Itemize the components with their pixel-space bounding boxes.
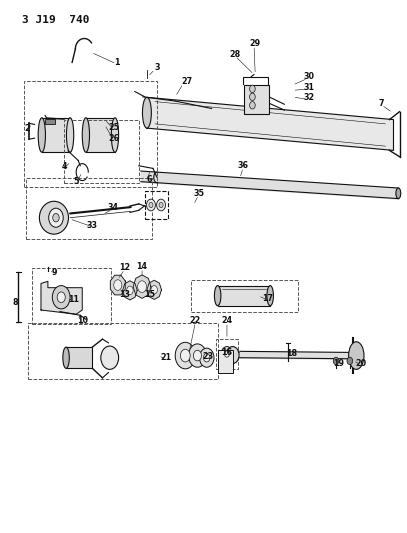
Text: 21: 21	[161, 353, 172, 362]
Bar	[66, 347, 92, 368]
Text: 3: 3	[154, 63, 160, 72]
Text: 36: 36	[238, 161, 249, 170]
Circle shape	[114, 280, 122, 290]
Text: 30: 30	[303, 72, 314, 81]
Bar	[218, 286, 270, 306]
Text: 24: 24	[221, 316, 232, 325]
Bar	[28, 323, 218, 379]
Text: 35: 35	[193, 189, 204, 198]
Polygon shape	[41, 281, 82, 314]
Ellipse shape	[267, 286, 274, 306]
Circle shape	[225, 351, 230, 357]
Bar	[42, 118, 70, 152]
Text: 3 J19  740: 3 J19 740	[22, 14, 89, 25]
Bar	[216, 338, 238, 369]
Text: 17: 17	[262, 294, 273, 303]
Circle shape	[147, 199, 155, 211]
Circle shape	[57, 292, 65, 303]
Text: 26: 26	[108, 134, 119, 143]
Circle shape	[127, 286, 133, 295]
Polygon shape	[147, 280, 162, 300]
Text: 20: 20	[356, 359, 367, 367]
Text: 27: 27	[181, 77, 192, 86]
Circle shape	[101, 346, 118, 369]
Text: 4: 4	[61, 163, 67, 171]
Circle shape	[249, 102, 255, 109]
Circle shape	[249, 85, 255, 93]
Circle shape	[159, 203, 163, 208]
Circle shape	[204, 353, 210, 362]
Bar	[86, 118, 115, 152]
Text: 29: 29	[249, 39, 261, 49]
Ellipse shape	[63, 347, 69, 368]
Text: 28: 28	[230, 50, 241, 59]
Text: 33: 33	[87, 221, 98, 230]
Circle shape	[157, 199, 166, 211]
Text: 34: 34	[107, 203, 118, 212]
Bar	[190, 280, 298, 312]
Bar	[26, 178, 152, 239]
Text: 18: 18	[286, 350, 297, 359]
Ellipse shape	[349, 342, 364, 369]
Polygon shape	[133, 275, 151, 298]
Circle shape	[175, 342, 195, 369]
Ellipse shape	[82, 118, 90, 152]
Text: 5: 5	[73, 177, 79, 186]
Circle shape	[347, 357, 352, 365]
Circle shape	[138, 281, 147, 293]
Text: 2: 2	[25, 124, 31, 133]
Circle shape	[151, 286, 158, 294]
Text: 1: 1	[114, 58, 119, 67]
Polygon shape	[147, 98, 394, 150]
Circle shape	[53, 286, 70, 309]
Text: 16: 16	[221, 348, 232, 357]
Ellipse shape	[38, 118, 46, 152]
Ellipse shape	[39, 201, 68, 234]
Circle shape	[193, 350, 201, 361]
Ellipse shape	[112, 118, 118, 152]
Text: 9: 9	[51, 268, 57, 277]
Bar	[64, 120, 139, 183]
Circle shape	[249, 93, 255, 101]
Text: 12: 12	[119, 263, 130, 272]
Text: 19: 19	[333, 359, 344, 367]
Text: 7: 7	[379, 99, 384, 108]
Text: 11: 11	[68, 295, 79, 304]
Circle shape	[226, 346, 239, 364]
Ellipse shape	[396, 188, 401, 199]
Text: 25: 25	[108, 123, 119, 132]
Polygon shape	[110, 275, 125, 295]
Bar	[24, 81, 157, 187]
Text: 22: 22	[190, 316, 201, 325]
Bar	[45, 119, 55, 124]
Text: 32: 32	[303, 93, 314, 102]
Text: 14: 14	[137, 262, 148, 271]
Text: 31: 31	[303, 83, 314, 92]
Ellipse shape	[214, 286, 221, 306]
Ellipse shape	[142, 98, 151, 128]
Circle shape	[49, 208, 63, 227]
Text: 6: 6	[146, 174, 152, 183]
Circle shape	[188, 344, 206, 367]
Circle shape	[180, 349, 190, 362]
Bar	[218, 350, 233, 373]
Text: 8: 8	[13, 298, 18, 307]
Text: 23: 23	[203, 352, 214, 361]
Bar	[32, 268, 111, 324]
Text: 10: 10	[77, 316, 88, 325]
Circle shape	[149, 203, 153, 208]
Circle shape	[333, 357, 339, 365]
Polygon shape	[123, 281, 137, 300]
Ellipse shape	[66, 118, 74, 152]
Bar	[145, 191, 168, 219]
Circle shape	[199, 348, 214, 367]
Bar	[244, 85, 269, 114]
Circle shape	[53, 214, 59, 222]
Circle shape	[221, 346, 233, 361]
Text: 15: 15	[144, 289, 155, 298]
Text: 13: 13	[119, 289, 130, 298]
